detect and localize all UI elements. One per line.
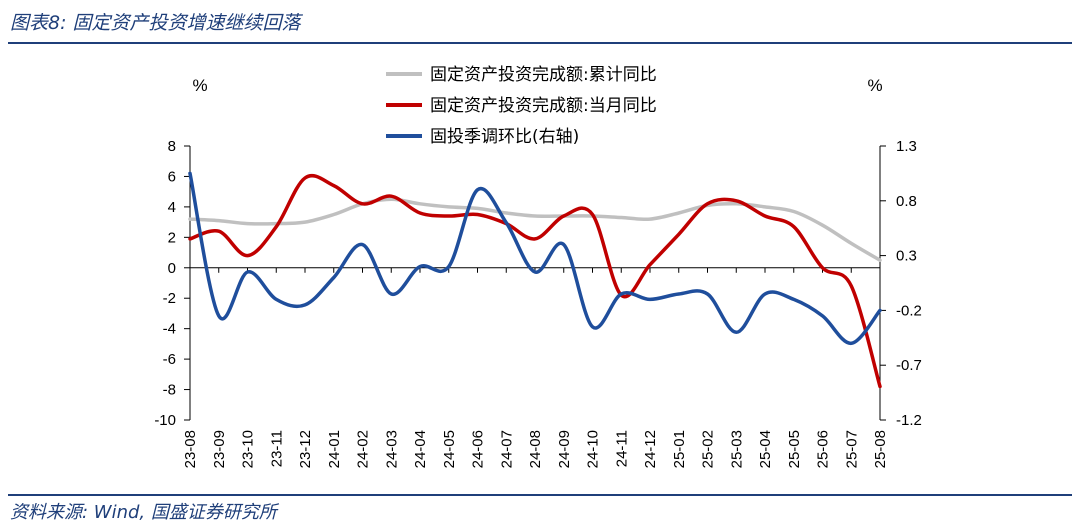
source-rule [8, 494, 1072, 496]
x-axis-tick-label: 24-09 [556, 430, 573, 468]
left-unit-label: % [192, 76, 207, 95]
x-axis-tick-label: 23-12 [297, 430, 314, 468]
left-axis-tick-label: -8 [163, 382, 176, 399]
left-axis-tick-label: -2 [163, 290, 176, 307]
figure-source: 资料来源: Wind, 国盛证券研究所 [10, 502, 277, 523]
legend-label-qoq: 固投季调环比(右轴) [430, 127, 579, 147]
x-axis-tick-label: 25-08 [872, 430, 889, 468]
right-axis-tick-label: -0.7 [896, 357, 922, 374]
right-unit-label: % [867, 76, 882, 95]
left-axis-tick-label: 2 [168, 229, 176, 246]
line-chart: % % 固定资产投资完成额:累计同比 固定资产投资完成额:当月同比 固投季调环比… [154, 65, 922, 468]
x-axis-tick-label: 24-02 [355, 430, 372, 468]
x-axis-tick-label: 24-06 [470, 430, 487, 468]
x-axis-tick-label: 24-03 [383, 430, 400, 468]
left-axis-tick-label: 8 [168, 138, 176, 155]
x-axis-tick-label: 23-08 [182, 430, 199, 468]
chart-series [188, 171, 882, 389]
right-axis-tick-label: -0.2 [896, 302, 922, 319]
series-line-monthly-yoy [188, 173, 882, 389]
x-axis-tick-label: 23-09 [211, 430, 228, 468]
legend-label-cumulative: 固定资产投资完成额:累计同比 [430, 65, 657, 85]
x-axis-tick-label: 23-11 [268, 430, 285, 467]
x-axis-tick-label: 24-04 [412, 430, 429, 468]
right-axis-tick-label: -1.2 [896, 412, 922, 429]
right-axis-tick-label: 0.8 [896, 193, 917, 210]
x-axis-tick-label: 25-06 [815, 430, 832, 468]
x-axis-tick-label: 25-03 [728, 430, 745, 468]
series-line-qoq-right-axis [188, 171, 882, 346]
left-axis-tick-label: -10 [154, 412, 176, 429]
left-axis-tick-label: 0 [168, 260, 176, 277]
x-axis-tick-label: 24-11 [613, 430, 630, 467]
x-axis-tick-label: 24-07 [498, 430, 515, 468]
legend-label-monthly: 固定资产投资完成额:当月同比 [430, 96, 657, 116]
x-axis-tick-label: 25-01 [671, 430, 688, 468]
chart-legend: 固定资产投资完成额:累计同比 固定资产投资完成额:当月同比 固投季调环比(右轴) [386, 65, 657, 147]
x-axis-tick-label: 24-08 [527, 430, 544, 468]
title-rule [8, 42, 1072, 44]
right-axis-tick-label: 0.3 [896, 248, 917, 265]
x-axis-tick-label: 25-02 [700, 430, 717, 468]
x-axis-tick-label: 24-12 [642, 430, 659, 468]
x-axis-tick-label: 23-10 [240, 430, 257, 468]
left-axis-tick-label: -4 [163, 321, 176, 338]
figure-title: 图表8: 固定资产投资增速继续回落 [10, 12, 301, 34]
left-axis-tick-label: 4 [168, 199, 176, 216]
x-axis-tick-label: 25-04 [757, 430, 774, 468]
x-axis-tick-label: 25-05 [786, 430, 803, 468]
chart-axes: 8 6 4 2 0 -2 -4 -6 -8 -10 1.3 0.8 0.3 -0.2 -0.7 -1.2 23-… [154, 138, 922, 468]
left-axis-tick-label: -6 [163, 351, 176, 368]
x-axis-tick-label: 25-07 [843, 430, 860, 468]
right-axis-tick-label: 1.3 [896, 138, 917, 155]
x-axis-tick-label: 24-01 [326, 430, 343, 468]
x-axis-tick-label: 24-05 [441, 430, 458, 468]
x-axis-tick-label: 24-10 [585, 430, 602, 468]
left-axis-tick-label: 6 [168, 168, 176, 185]
series-line-cumulative-yoy [188, 197, 882, 262]
